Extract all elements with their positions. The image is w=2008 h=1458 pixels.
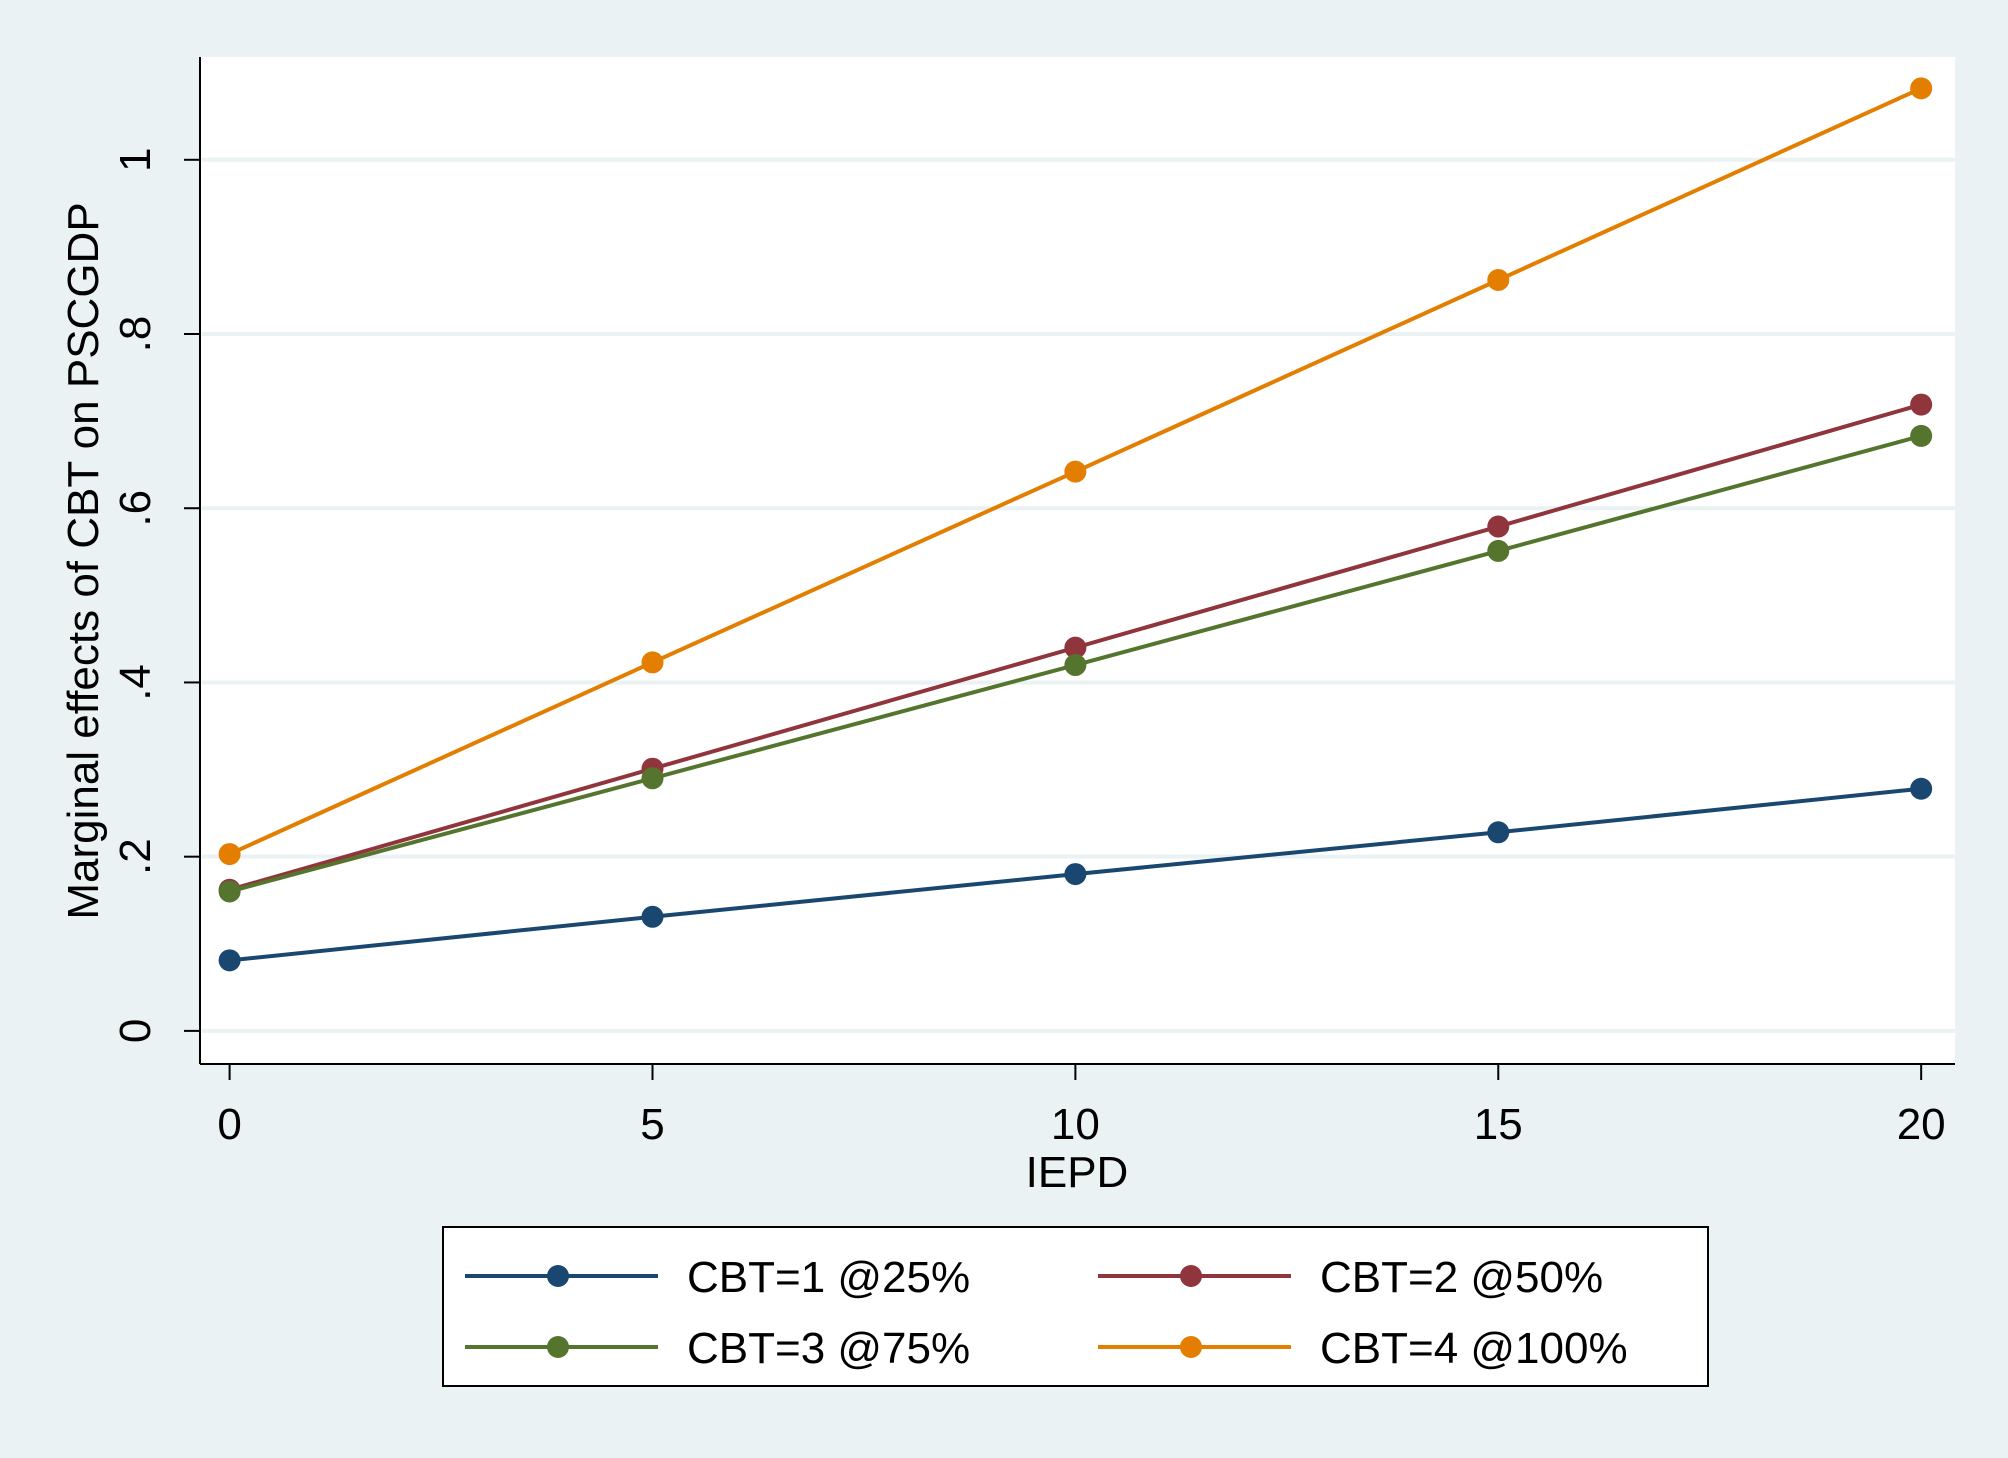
legend-label: CBT=2 @50% [1320,1253,1603,1302]
y-axis-label: Marginal effects of CBT on PSCGDP [59,202,108,919]
legend-label: CBT=3 @75% [687,1324,970,1373]
y-tick-label: .4 [111,664,160,701]
data-point [1064,460,1087,483]
data-point [1487,539,1510,562]
x-ticks: 0 5 10 15 20 [217,1064,1946,1149]
legend-label: CBT=4 @100% [1320,1324,1628,1373]
y-ticks: 0 .2 .4 .6 .8 1 [111,148,200,1043]
x-tick-label: 0 [217,1100,241,1149]
data-point [218,843,241,866]
axes [199,57,1955,1065]
legend-marker [547,1336,569,1358]
legend-marker [547,1265,569,1287]
x-tick-label: 5 [640,1100,664,1149]
x-tick-label: 15 [1474,1100,1523,1149]
x-tick-label: 20 [1897,1100,1946,1149]
data-point [1910,393,1933,416]
legend-item: CBT=4 @100% [1098,1324,1628,1373]
data-point [1910,777,1933,800]
data-point [641,651,664,674]
plot-area [200,57,1955,1064]
legend-item: CBT=1 @25% [465,1253,970,1302]
y-tick-label: .2 [111,838,160,875]
legend-marker [1180,1336,1202,1358]
legend: CBT=1 @25% CBT=2 @50% CBT=3 @75% CBT=4 @100… [442,1226,1709,1387]
data-point [218,949,241,972]
series-layer [218,77,1933,972]
x-axis-label: IEPD [1026,1148,1129,1197]
series [218,424,1933,903]
legend-item: CBT=3 @75% [465,1324,970,1373]
x-tick-label: 10 [1051,1100,1100,1149]
data-point [1487,269,1510,292]
legend-label: CBT=1 @25% [687,1253,970,1302]
data-point [1064,636,1087,659]
data-point [1487,515,1510,538]
data-point [1064,863,1087,886]
data-point [1487,821,1510,844]
legend-box [442,1226,1709,1387]
data-point [218,880,241,903]
y-tick-label: .8 [111,316,160,353]
y-tick-label: 0 [111,1019,160,1043]
data-point [641,905,664,928]
data-point [641,767,664,790]
data-point [1064,654,1087,677]
grid-lines [202,157,1955,1033]
legend-marker [1180,1265,1202,1287]
y-tick-label: 1 [111,148,160,172]
series [218,77,1933,866]
y-tick-label: .6 [111,490,160,527]
data-point [1910,424,1933,447]
series [218,777,1933,972]
legend-item: CBT=2 @50% [1098,1253,1603,1302]
data-point [1910,77,1933,100]
